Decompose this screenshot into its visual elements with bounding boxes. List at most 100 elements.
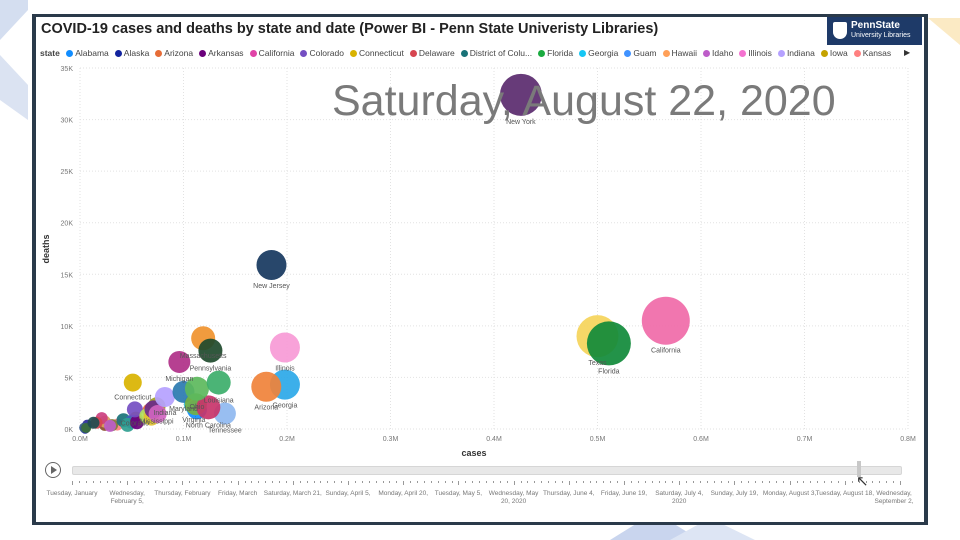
legend-item[interactable]: Colorado — [300, 48, 344, 58]
timeline-tick-mark — [210, 481, 211, 483]
timeline-tick-mark — [782, 481, 784, 483]
legend-item[interactable]: Arkansas — [199, 48, 244, 58]
timeline-tick-mark — [341, 481, 343, 483]
timeline-tick-mark — [244, 481, 246, 483]
legend-item[interactable]: Florida — [538, 48, 573, 58]
timeline-tick-mark — [203, 481, 205, 483]
timeline-track[interactable] — [72, 466, 902, 475]
timeline-tick-mark — [755, 481, 757, 483]
timeline-tick-mark — [610, 481, 612, 483]
current-date-overlay: Saturday, August 22, 2020 — [332, 77, 836, 125]
data-point[interactable] — [123, 373, 142, 392]
data-point-label: New York — [506, 119, 536, 126]
legend-dot-icon — [409, 50, 417, 57]
timeline-tick-label: Wednesday, May 20, 2020 — [488, 490, 539, 505]
timeline-tick-mark — [99, 481, 101, 483]
legend-item[interactable]: Connecticut — [349, 48, 404, 58]
legend-item[interactable]: Georgia — [579, 48, 618, 58]
timeline-tick-label: Tuesday, August 18, — [815, 490, 875, 497]
legend-dot-icon — [155, 50, 163, 57]
legend-next-arrow-icon[interactable]: ▶ — [904, 48, 911, 57]
timeline-tick-mark — [265, 481, 267, 483]
timeline-tick-mark — [844, 481, 846, 485]
data-point-label: Tennessee — [208, 428, 242, 435]
timeline-tick-mark — [486, 481, 487, 483]
scatter-plot: 0K 5K 10K 15K 20K 25K 30K 35K 0.0M 0.1M 0.2M 0.3M 0.… — [41, 66, 916, 457]
timeline-tick-mark — [858, 481, 860, 483]
timeline-tick-mark — [748, 481, 750, 483]
legend-item[interactable]: District of Colu... — [460, 48, 532, 58]
data-point[interactable] — [126, 401, 143, 418]
legend-item[interactable]: Iowa — [820, 48, 848, 58]
data-point[interactable] — [499, 73, 542, 116]
data-point[interactable] — [206, 370, 231, 395]
timeline-tick-mark — [423, 481, 425, 483]
legend-item[interactable]: Illinois — [739, 48, 772, 58]
legend-item-label: Florida — [547, 48, 574, 58]
legend-item[interactable]: Guam — [624, 48, 657, 58]
timeline-tick-mark — [617, 481, 619, 483]
timeline-tick-mark — [230, 481, 232, 483]
legend-item[interactable]: California — [249, 48, 294, 58]
legend-item[interactable]: Alaska — [114, 48, 149, 58]
play-icon[interactable] — [45, 462, 61, 478]
timeline-tick-mark — [113, 481, 115, 483]
legend-item[interactable]: Idaho — [703, 48, 733, 58]
timeline-tick-mark — [803, 481, 805, 483]
y-tick-label: 10K — [61, 324, 74, 331]
slide-decoration-bottom — [610, 512, 755, 540]
timeline-tick-label: Thursday, June 4, — [543, 490, 595, 497]
data-point[interactable] — [641, 296, 690, 345]
data-point[interactable] — [196, 395, 221, 420]
timeline-tick-label: Friday, March — [217, 490, 258, 497]
timeline-tick-mark — [147, 481, 149, 483]
data-point[interactable] — [256, 250, 287, 281]
data-point-label: Mississippi — [140, 418, 174, 425]
timeline-tick-mark — [810, 481, 812, 483]
data-point-label: Connecticut — [114, 395, 151, 402]
legend-item[interactable]: Delaware — [409, 48, 455, 58]
y-tick-label: 20K — [61, 221, 74, 228]
timeline-tick-label: Sunday, July 19, — [710, 490, 759, 497]
data-point-label: Louisiana — [204, 398, 234, 405]
timeline-tick-mark — [396, 481, 398, 483]
timeline-tick-mark — [499, 481, 501, 483]
timeline-tick-mark — [182, 481, 184, 485]
data-point[interactable] — [251, 371, 282, 402]
legend-item[interactable]: Indiana — [777, 48, 815, 58]
data-point[interactable] — [104, 419, 117, 432]
data-point[interactable] — [184, 376, 209, 401]
timeline-tick-label: Monday, April 20, — [378, 490, 429, 497]
timeline-tick-mark — [437, 481, 439, 483]
timeline-tick-mark — [589, 481, 591, 483]
timeline-tick-mark — [216, 481, 218, 483]
data-point-label: Maryland — [169, 406, 198, 413]
timeline-tick-mark — [506, 481, 508, 483]
timeline-tick-mark — [299, 481, 301, 483]
timeline-tick-mark — [686, 481, 688, 483]
timeline-ticks: Tuesday, January Wednesday, February 5, Th… — [36, 481, 924, 517]
x-tick-label: 0.0M — [72, 436, 88, 443]
x-tick-label: 0.2M — [279, 436, 295, 443]
timeline-thumb[interactable] — [856, 461, 861, 477]
data-point-label: California — [651, 348, 681, 355]
legend-item-label: Iowa — [829, 48, 848, 58]
timeline-tick-mark — [775, 481, 777, 483]
data-point[interactable] — [148, 405, 167, 424]
y-tick-label: 0K — [64, 427, 73, 434]
legend-item[interactable]: Arizona — [155, 48, 193, 58]
data-point[interactable] — [87, 416, 100, 429]
data-point[interactable] — [154, 387, 175, 408]
legend-item[interactable]: Kansas — [853, 48, 891, 58]
timeline-tick-mark — [279, 481, 280, 483]
legend-item-label: Guam — [633, 48, 657, 58]
data-point[interactable] — [269, 332, 300, 363]
data-point[interactable] — [586, 321, 631, 366]
legend-dot-icon — [777, 50, 785, 57]
data-point[interactable] — [168, 350, 191, 373]
legend-item[interactable]: Hawaii — [662, 48, 697, 58]
data-point[interactable] — [198, 338, 223, 363]
legend-item[interactable]: Alabama — [66, 48, 109, 58]
y-tick-label: 25K — [61, 169, 74, 176]
timeline-tick-mark — [637, 481, 639, 483]
